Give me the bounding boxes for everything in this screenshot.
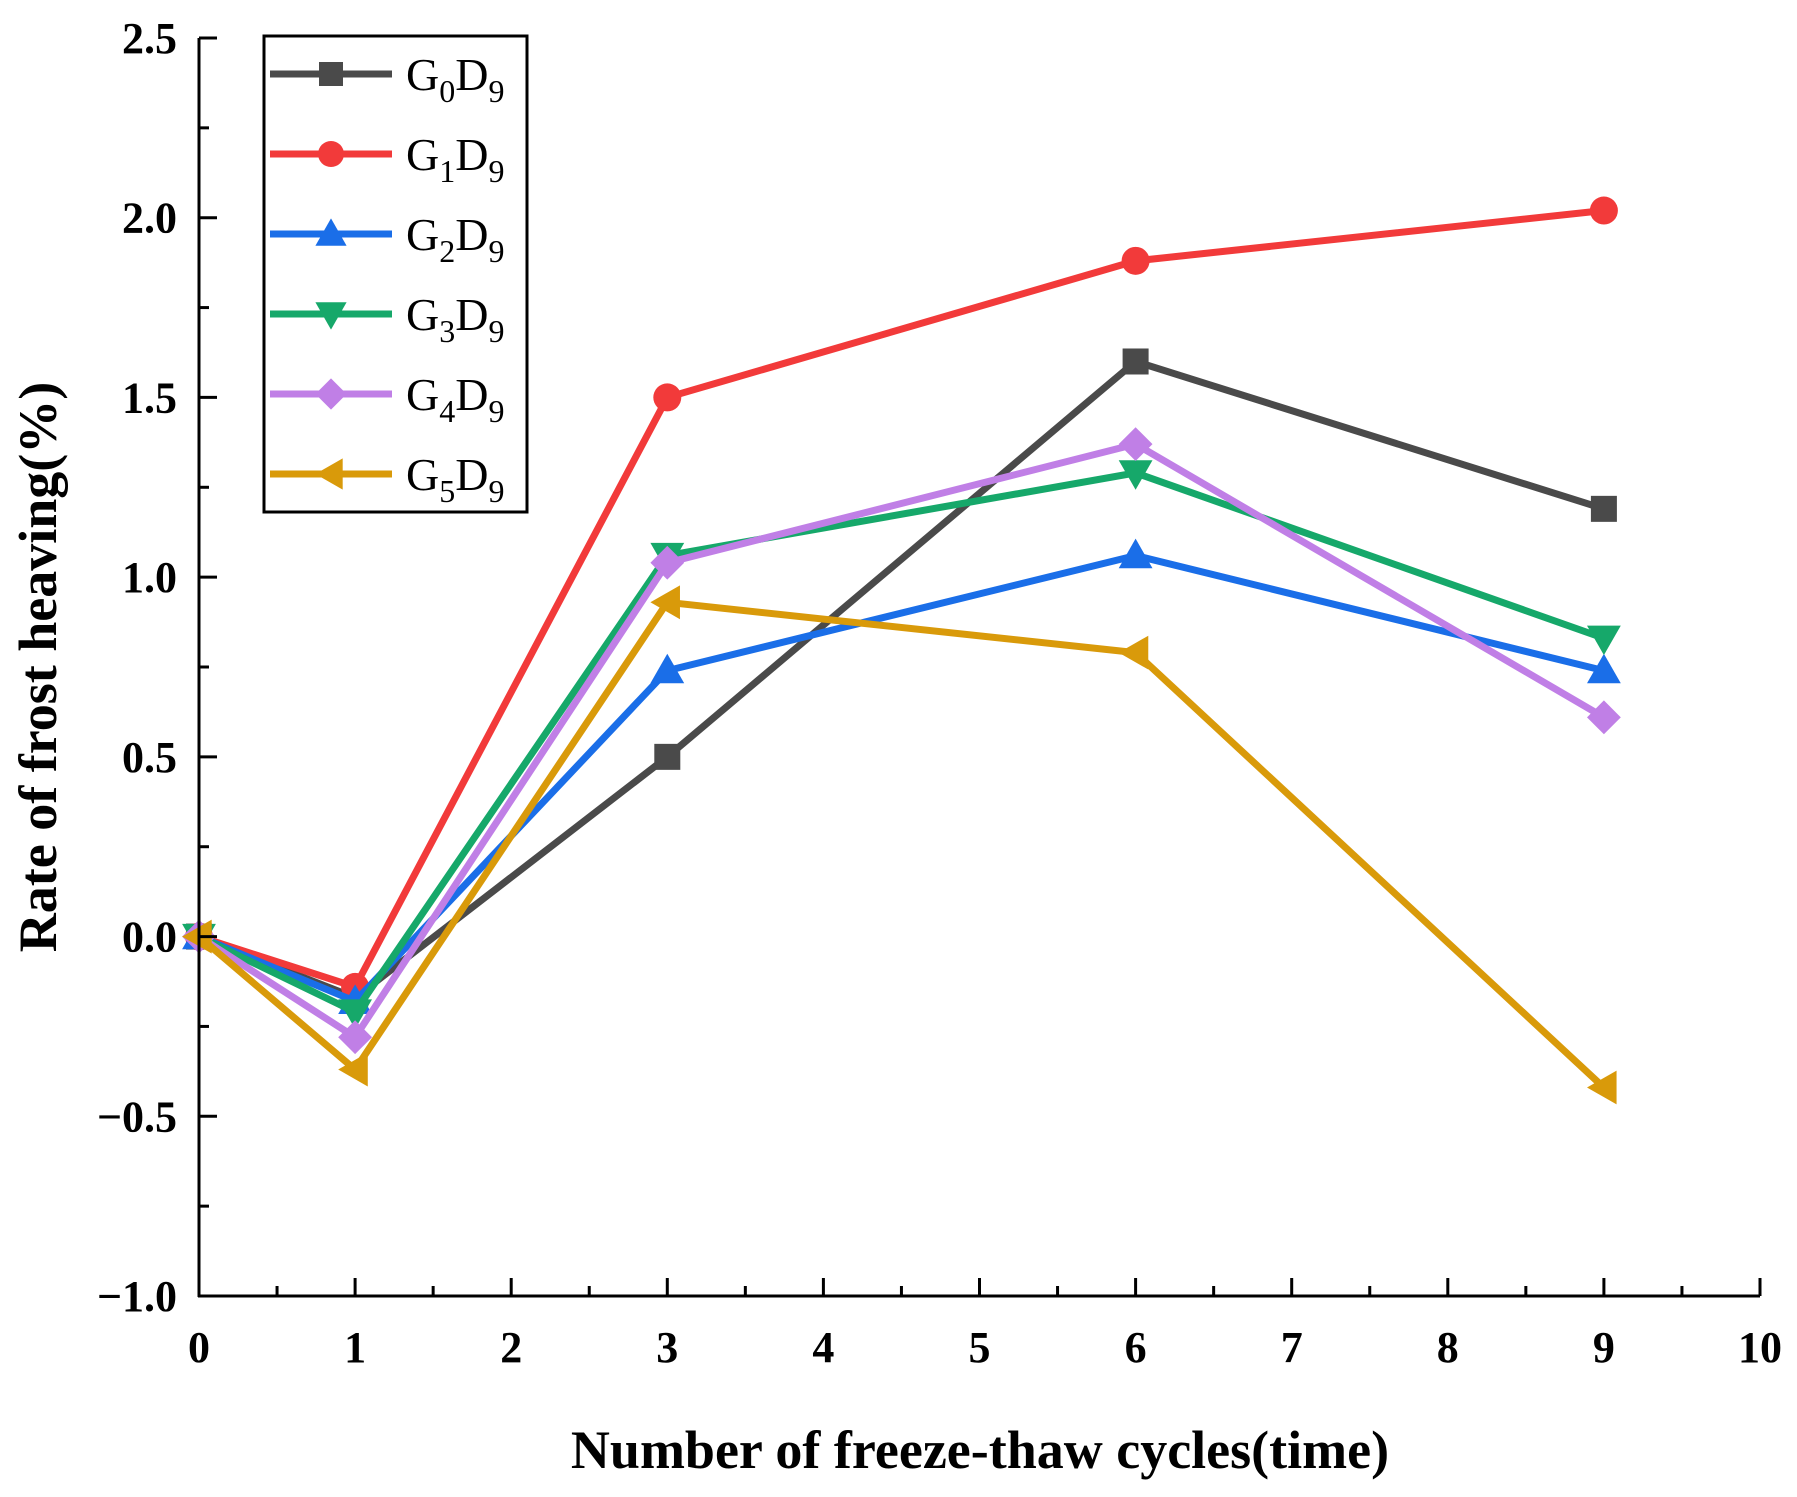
y-tick-label: 0.5 bbox=[122, 733, 177, 782]
legend-label: G1D9 bbox=[406, 129, 504, 189]
marker-triangle-down bbox=[1587, 625, 1621, 656]
legend-label: G2D9 bbox=[406, 209, 504, 269]
legend-subscript: 9 bbox=[488, 393, 504, 429]
x-tick-label: 2 bbox=[500, 1323, 522, 1372]
marker-triangle-up bbox=[315, 218, 347, 246]
x-tick-label: 4 bbox=[812, 1323, 834, 1372]
legend-label: G5D9 bbox=[406, 449, 504, 509]
marker-diamond bbox=[650, 545, 685, 580]
legend-subscript: 9 bbox=[488, 313, 504, 349]
legend-label: G4D9 bbox=[406, 369, 504, 429]
marker-triangle-left bbox=[650, 585, 680, 620]
x-tick-label: 6 bbox=[1125, 1323, 1147, 1372]
y-tick-label: 0.0 bbox=[122, 913, 177, 962]
x-tick-label: 0 bbox=[188, 1323, 210, 1372]
marker-triangle-left bbox=[182, 919, 212, 954]
marker-diamond bbox=[1118, 427, 1153, 462]
y-tick-label: 1.0 bbox=[122, 553, 177, 602]
legend-text: D bbox=[455, 449, 488, 500]
legend-background bbox=[264, 36, 527, 512]
x-tick-label: 10 bbox=[1738, 1323, 1782, 1372]
legend-item-G5D9: G5D9 bbox=[270, 449, 504, 509]
legend-subscript: 0 bbox=[439, 73, 455, 109]
marker-triangle-left bbox=[338, 1052, 368, 1087]
marker-triangle-down bbox=[338, 999, 372, 1029]
series-G3D9 bbox=[182, 460, 1621, 1029]
marker-triangle-down bbox=[315, 302, 347, 330]
legend-subscript: 5 bbox=[439, 473, 455, 509]
legend-item-G1D9: G1D9 bbox=[270, 129, 504, 189]
marker-circle bbox=[1121, 246, 1150, 275]
series-line bbox=[196, 598, 1607, 1091]
legend-subscript: 9 bbox=[488, 73, 504, 109]
y-tick-label: 1.5 bbox=[122, 373, 177, 422]
legend-text: G bbox=[406, 129, 439, 180]
legend-text: D bbox=[455, 129, 488, 180]
x-axis-label: Number of freeze-thaw cycles(time) bbox=[571, 1420, 1389, 1480]
legend-subscript: 3 bbox=[439, 313, 455, 349]
marker-square bbox=[1590, 495, 1617, 522]
marker-triangle-down bbox=[1118, 460, 1153, 490]
legend-text: G bbox=[406, 49, 439, 100]
marker-square bbox=[654, 743, 681, 770]
x-tick-label: 3 bbox=[656, 1323, 678, 1372]
marker-diamond bbox=[315, 378, 347, 410]
legend-text: D bbox=[455, 209, 488, 260]
y-tick-label: 2.5 bbox=[122, 14, 177, 63]
axes: 0 1 2 3 4 5 6 7 8 9 10−1.0−0.50.00.51.01.52.02.5 bbox=[97, 14, 1782, 1372]
legend-box bbox=[262, 34, 529, 514]
legend-subscript: 9 bbox=[488, 233, 504, 269]
legend-text: G bbox=[406, 209, 439, 260]
y-tick-label: −1.0 bbox=[97, 1272, 177, 1321]
legend-label: G0D9 bbox=[406, 49, 504, 109]
marker-triangle-left bbox=[1118, 635, 1149, 670]
series-line bbox=[197, 440, 1606, 1043]
x-tick-label: 8 bbox=[1437, 1323, 1459, 1372]
y-tick-label: 2.0 bbox=[122, 194, 177, 243]
series-G2D9 bbox=[182, 538, 1621, 1014]
legend-text: G bbox=[406, 449, 439, 500]
legend-item-G3D9: G3D9 bbox=[270, 289, 504, 349]
plot-area bbox=[182, 196, 1621, 1105]
marker-triangle-left bbox=[1587, 1070, 1617, 1105]
legend-text: D bbox=[455, 289, 488, 340]
legend-item-G4D9: G4D9 bbox=[270, 369, 504, 429]
legend-label: G3D9 bbox=[406, 289, 504, 349]
y-axis-label: Rate of frost heaving(%) bbox=[8, 382, 68, 952]
marker-circle bbox=[653, 383, 682, 412]
legend-text: D bbox=[455, 369, 488, 420]
x-tick-label: 9 bbox=[1593, 1323, 1615, 1372]
marker-triangle-up bbox=[1118, 538, 1153, 569]
x-tick-label: 1 bbox=[344, 1323, 366, 1372]
marker-circle bbox=[1589, 196, 1618, 225]
legend-text: G bbox=[406, 369, 439, 420]
legend-text: G bbox=[406, 289, 439, 340]
marker-triangle-up bbox=[650, 653, 685, 684]
marker-diamond bbox=[338, 1020, 372, 1055]
x-tick-label: 5 bbox=[969, 1323, 991, 1372]
y-tick-label: −0.5 bbox=[97, 1092, 177, 1141]
legend-subscript: 9 bbox=[488, 153, 504, 189]
marker-square bbox=[1122, 348, 1149, 375]
marker-diamond bbox=[1587, 700, 1621, 735]
legend-subscript: 2 bbox=[439, 233, 455, 269]
legend-subscript: 9 bbox=[488, 473, 504, 509]
x-tick-label: 7 bbox=[1281, 1323, 1303, 1372]
legend-item-G2D9: G2D9 bbox=[270, 209, 504, 269]
marker-triangle-left bbox=[315, 458, 343, 490]
legend-item-G0D9: G0D9 bbox=[270, 49, 504, 109]
legend-subscript: 1 bbox=[439, 153, 455, 189]
marker-triangle-up bbox=[1587, 653, 1621, 684]
series-line bbox=[197, 469, 1606, 1017]
series-G5D9 bbox=[182, 585, 1617, 1105]
marker-square bbox=[319, 62, 343, 86]
marker-circle bbox=[318, 141, 344, 167]
legend-subscript: 4 bbox=[439, 393, 455, 429]
legend-text: D bbox=[455, 49, 488, 100]
